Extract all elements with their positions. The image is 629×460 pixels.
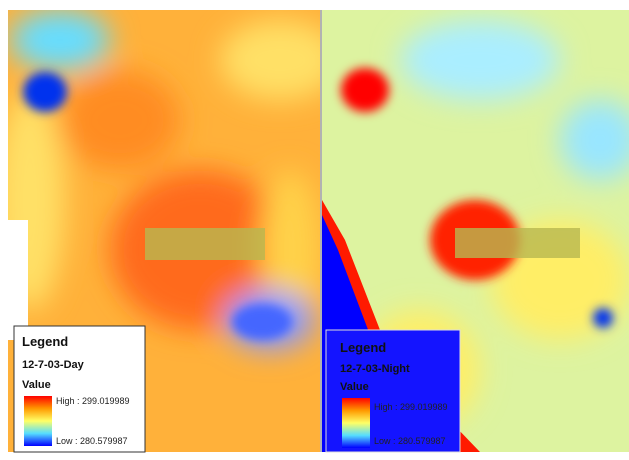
legend-field: Value: [22, 379, 51, 391]
legend-low: Low : 280.579987: [56, 436, 128, 446]
legend-title: Legend: [340, 340, 386, 355]
legend-title: Legend: [22, 334, 68, 349]
legend-low: Low : 280.579987: [374, 436, 446, 446]
legend-layer: 12-7-03-Day: [22, 359, 85, 371]
legend-high: High : 299.019989: [56, 396, 130, 406]
map-figure: Legend 12-7-03-Day Value High : 299.0199…: [0, 0, 629, 460]
page: {"panels": [ {"legend": {"title": "Legen…: [0, 0, 629, 460]
legend-night: Legend 12-7-03-Night Value High : 299.01…: [326, 330, 460, 452]
legend-day: Legend 12-7-03-Day Value High : 299.0199…: [14, 326, 145, 452]
legend-high: High : 299.019989: [374, 402, 448, 412]
legend-layer: 12-7-03-Night: [340, 363, 410, 375]
legend-field: Value: [340, 381, 369, 393]
